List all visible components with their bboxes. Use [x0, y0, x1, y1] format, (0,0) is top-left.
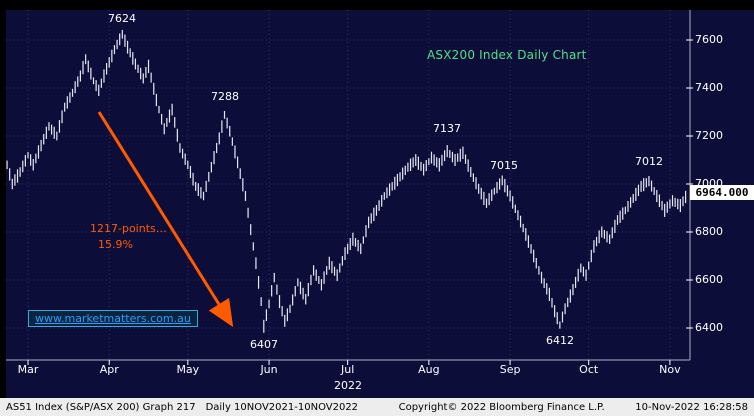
status-bar: AS51 Index (S&P/ASX 200) Graph 217 Daily …: [0, 398, 754, 416]
y-tick-label: 6600: [695, 273, 723, 286]
x-tick-label: Aug: [418, 363, 440, 376]
y-tick-label: 7600: [695, 33, 723, 46]
x-tick-label: Jun: [260, 363, 278, 376]
drawdown-arrow-icon: [97, 111, 234, 328]
x-axis-year-label: 2022: [334, 379, 362, 392]
x-tick-label: Sep: [499, 363, 521, 376]
peak-label-7015: 7015: [490, 159, 518, 172]
y-tick-label: 7000: [695, 177, 723, 190]
y-tick-label: 6800: [695, 225, 723, 238]
peak-label-7624: 7624: [108, 12, 136, 25]
status-copyright: Copyright© 2022 Bloomberg Finance L.P.: [398, 401, 605, 413]
low-label-6407: 6407: [250, 338, 278, 351]
left-border: [0, 0, 6, 398]
top-border: [0, 0, 754, 10]
y-tick-label: 6400: [695, 321, 723, 334]
status-instrument: AS51 Index (S&P/ASX 200) Graph 217: [6, 401, 196, 413]
x-tick-label: Apr: [99, 363, 119, 376]
x-tick-label: Mar: [17, 363, 39, 376]
status-left: AS51 Index (S&P/ASX 200) Graph 217 Daily …: [6, 402, 368, 413]
drawdown-points-label: 1217-points…: [90, 222, 167, 235]
ohlc-bars: [6, 29, 687, 333]
peak-label-7137: 7137: [433, 122, 461, 135]
peak-label-7012: 7012: [635, 155, 663, 168]
last-price-badge: 6964.000: [690, 185, 754, 200]
x-tick-label: Jul: [340, 363, 355, 376]
x-tick-label: Nov: [659, 363, 681, 376]
status-range: Daily 10NOV2021-10NOV2022: [205, 401, 359, 413]
x-tick-label: May: [176, 363, 200, 376]
drawdown-percent-label: 15.9%: [98, 238, 133, 251]
y-tick-label: 7200: [695, 129, 723, 142]
gridlines: [6, 10, 690, 360]
low-label-6412: 6412: [546, 334, 574, 347]
x-tick-label: Oct: [579, 363, 599, 376]
chart-title: ASX200 Index Daily Chart: [427, 48, 587, 62]
y-tick-label: 7400: [695, 81, 723, 94]
watermark-link[interactable]: www.marketmatters.com.au: [28, 310, 198, 327]
status-datetime: 10-Nov-2022 16:28:58: [635, 401, 748, 413]
price-chart-canvas[interactable]: [0, 0, 754, 398]
peak-label-7288: 7288: [211, 90, 239, 103]
